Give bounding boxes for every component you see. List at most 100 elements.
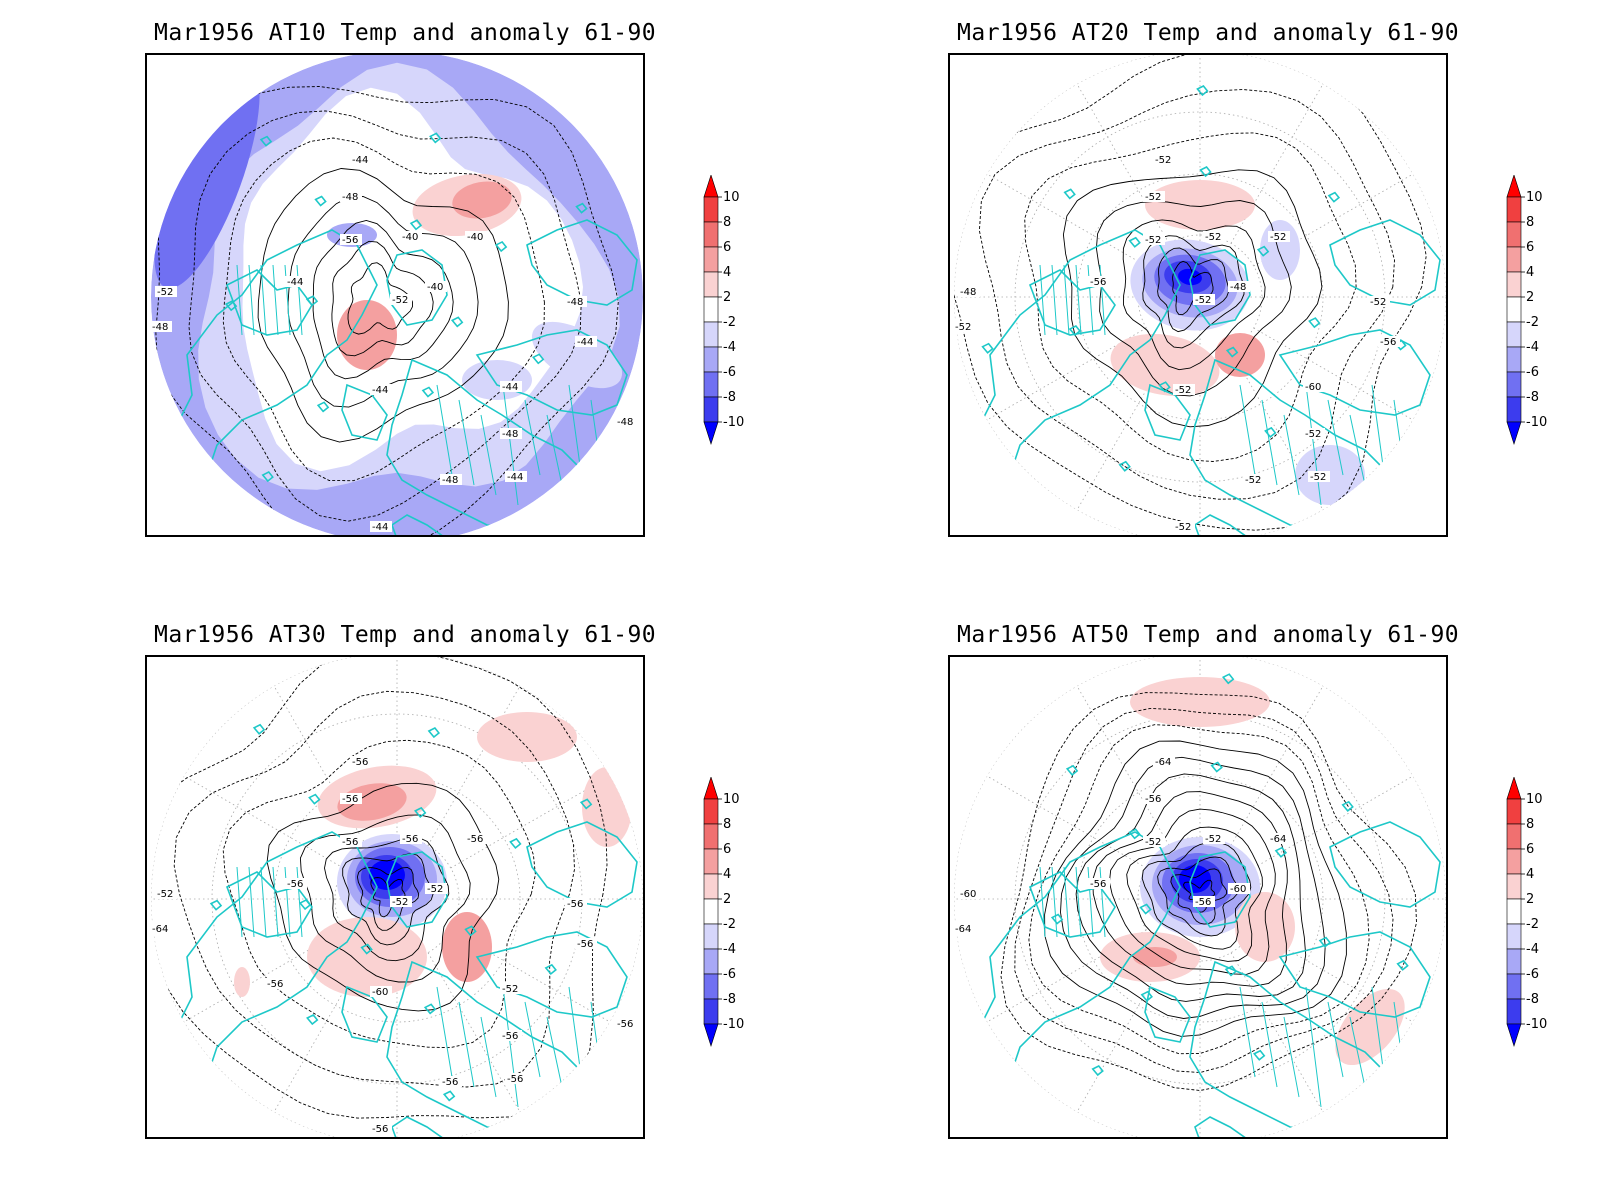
meridian (986, 775, 1147, 869)
coastline (1329, 821, 1441, 908)
label-bg (1143, 793, 1165, 804)
contour-label: -52 (502, 984, 518, 995)
contour-label: -48 (617, 417, 633, 428)
anomaly-region (442, 912, 492, 982)
colorbar-label: 8 (1526, 215, 1534, 230)
contour-line (1060, 756, 1326, 1019)
colorbar-label: -2 (1526, 315, 1539, 330)
contour-label: -56 (442, 1077, 458, 1088)
island (1118, 460, 1131, 472)
contour-label: -52 (1145, 192, 1161, 203)
border-line (1063, 264, 1070, 336)
label-bg (440, 474, 462, 485)
colorbar-swatch (703, 196, 719, 223)
island (1091, 1064, 1104, 1077)
label-bg (500, 381, 522, 392)
colorbar-label: -8 (1526, 992, 1539, 1007)
border-line (1261, 1001, 1278, 1088)
label-bg (500, 428, 522, 439)
colorbar-swatch (703, 396, 719, 423)
contour-line (978, 89, 1395, 500)
border-line (1305, 986, 1322, 1108)
anomaly-region (1130, 677, 1270, 727)
contour-label: -44 (502, 382, 518, 393)
contour-label: -64 (1270, 834, 1286, 845)
label-bg (1088, 878, 1110, 889)
label-bg (350, 756, 372, 767)
anomaly-region (154, 61, 260, 289)
colorbar-swatch (703, 371, 719, 398)
island (1221, 673, 1235, 685)
island (981, 342, 994, 354)
colorbar-swatch (703, 848, 719, 875)
island (494, 240, 508, 253)
border-line (260, 264, 267, 336)
colorbar-swatch (703, 271, 719, 298)
border-line (236, 264, 243, 336)
colorbar-label: 6 (1526, 240, 1534, 255)
border-line (1305, 384, 1322, 506)
colorbar-label: -4 (723, 340, 736, 355)
border-line (1349, 1016, 1366, 1088)
label-bg (285, 276, 307, 287)
contour-line (1044, 740, 1347, 1037)
polar-map: -44 -48 -56 -40 -40 -40 -52 -44 -52 -48 -44 -44 -44 -… (145, 53, 645, 537)
colorbar-arrow-bottom (1506, 421, 1522, 445)
colorbar-arrow-bottom (703, 1023, 719, 1047)
label-bg (340, 793, 362, 804)
label-bg (425, 883, 447, 894)
coastline (386, 851, 448, 928)
meridian (1253, 173, 1414, 267)
border-line (502, 384, 519, 506)
label-bg (285, 878, 307, 889)
contour-label: -40 (427, 282, 443, 293)
island (1252, 1049, 1266, 1061)
label-bg (1368, 296, 1390, 307)
label-bg (958, 286, 980, 297)
label-bg (1228, 281, 1250, 292)
meridian (986, 173, 1147, 267)
anomaly-region (1179, 865, 1211, 893)
contour-label: -44 (507, 472, 523, 483)
map-svg: -56 -56 -56 -56 -56 -52 -52 -56 -52 -64 -60 -52 -56 -… (150, 657, 643, 1137)
colorbar-label: 6 (723, 240, 731, 255)
island (360, 943, 373, 955)
contour-label: -52 (1305, 429, 1321, 440)
anomaly-region (1145, 180, 1255, 230)
coastline (1194, 1116, 1253, 1137)
colorbar-label: -2 (1526, 917, 1539, 932)
colorbar-label: -10 (1526, 1017, 1547, 1032)
island (414, 806, 427, 818)
contour-label: -52 (1175, 522, 1191, 533)
anomaly-region (452, 181, 512, 219)
contour-label: -52 (1195, 295, 1211, 306)
border-line (436, 986, 453, 1078)
island (1327, 191, 1341, 203)
anomaly-region (1133, 947, 1177, 967)
contour-line (1141, 841, 1252, 950)
border-line (546, 1016, 563, 1088)
island (427, 726, 441, 739)
label-bg (505, 471, 527, 482)
contour-label: -44 (577, 337, 593, 348)
colorbar-label: -4 (723, 942, 736, 957)
colorbar-label: -4 (1526, 942, 1539, 957)
contour-label: -40 (467, 232, 483, 243)
colorbar-label: -6 (723, 967, 736, 982)
label-bg (1378, 336, 1400, 347)
border-line (236, 866, 243, 938)
coastline (1194, 514, 1253, 535)
colorbar-swatch (1506, 371, 1522, 398)
contour-line (1062, 169, 1323, 428)
meridian (183, 775, 344, 869)
coastline (391, 1116, 450, 1137)
island (298, 899, 312, 911)
label-bg (150, 321, 172, 332)
contour-label: -56 (467, 834, 483, 845)
contour-label: -52 (1155, 155, 1171, 166)
colorbar-swatch (1506, 973, 1522, 1000)
island (1224, 965, 1238, 977)
colorbar-swatch (703, 948, 719, 975)
colorbar-arrow-bottom (1506, 1023, 1522, 1047)
meridian (1253, 775, 1414, 869)
